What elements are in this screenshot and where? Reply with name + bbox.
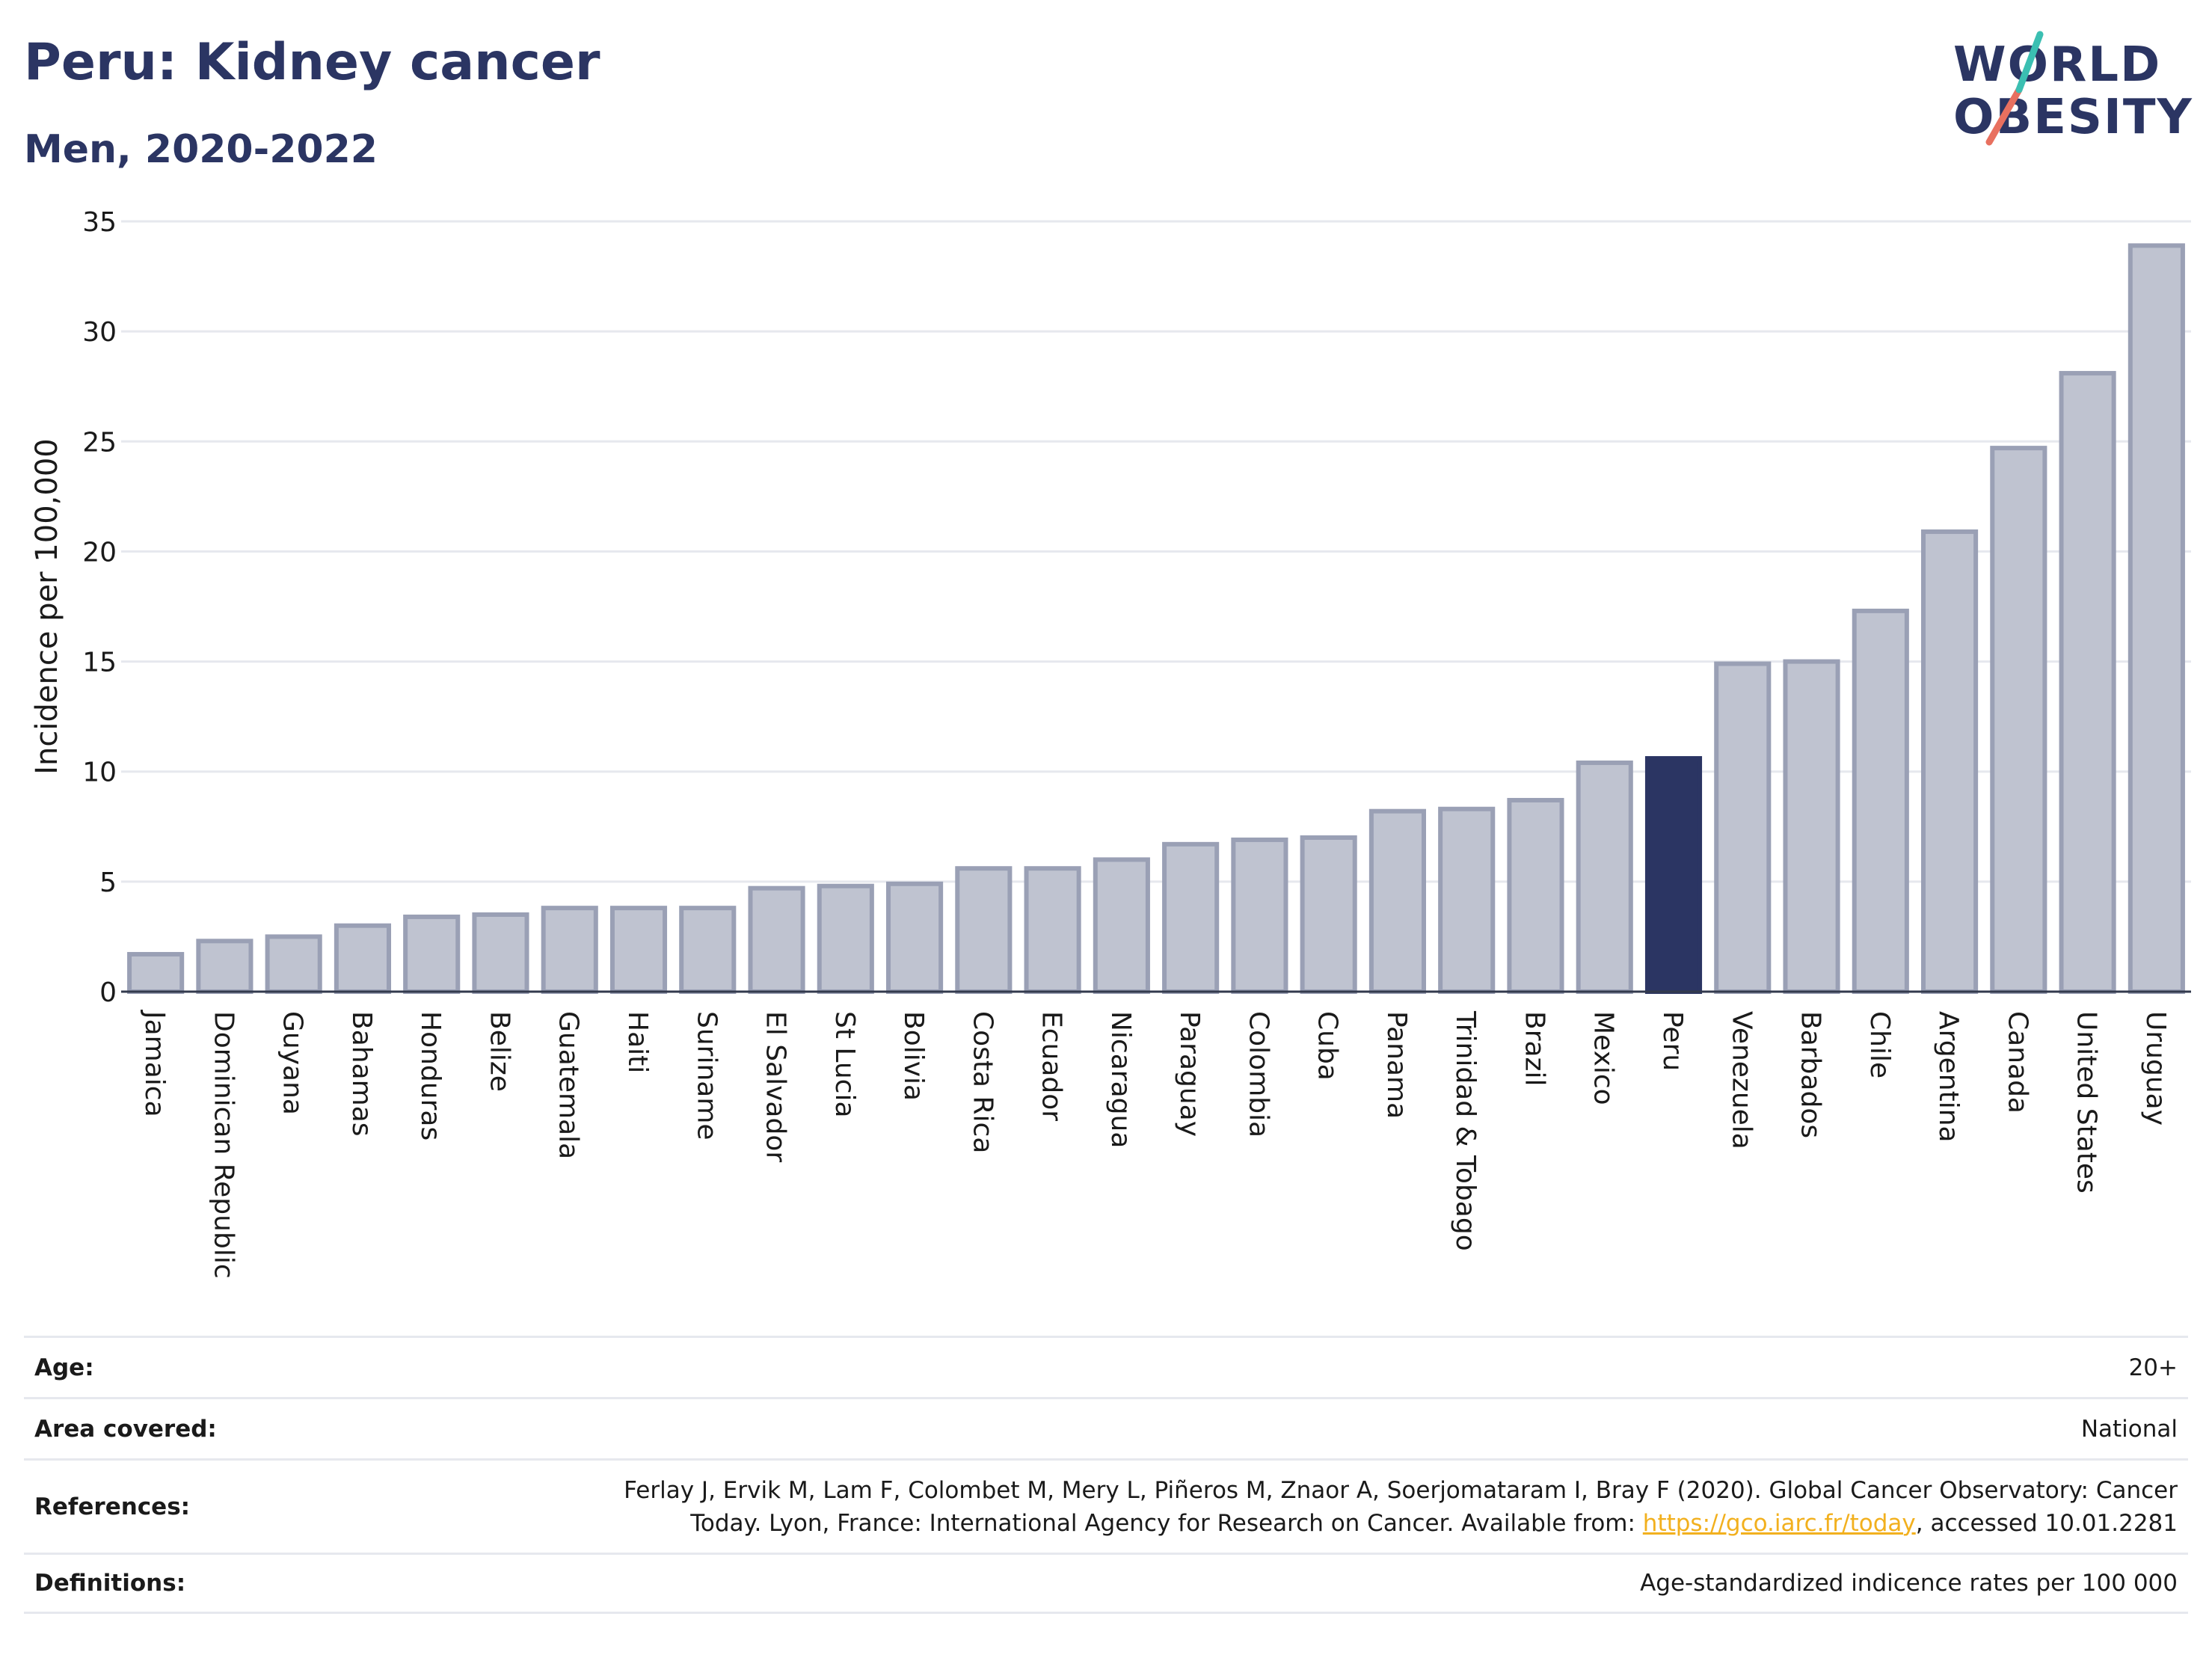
x-tick-label: Dominican Republic xyxy=(208,1011,239,1279)
bar-guatemala xyxy=(541,906,598,994)
bar-united-states xyxy=(2059,371,2116,994)
x-tick-label: Colombia xyxy=(1243,1011,1274,1137)
x-tick-label: Canada xyxy=(2002,1011,2033,1114)
references-line2: Today. Lyon, France: International Agenc… xyxy=(690,1510,2178,1537)
bar-nicaragua xyxy=(1093,857,1150,995)
bar-jamaica xyxy=(127,951,185,995)
bar-argentina xyxy=(1921,529,1979,994)
x-tick-label: Barbados xyxy=(1795,1011,1826,1138)
bar-costa-rica xyxy=(955,866,1013,994)
x-tick-label: Mexico xyxy=(1588,1011,1619,1105)
meta-age-label: Age: xyxy=(34,1354,94,1381)
x-tick-label: Honduras xyxy=(415,1011,446,1140)
logo-line1: WORLD xyxy=(1953,37,2161,93)
references-line2-text: Today. Lyon, France: International Agenc… xyxy=(690,1509,1643,1537)
references-link[interactable]: https://gco.iarc.fr/today xyxy=(1642,1509,1916,1537)
meta-row-age: Age: 20+ xyxy=(24,1336,2188,1397)
bar-barbados xyxy=(1783,659,1840,994)
x-tick-label: Guatemala xyxy=(553,1011,584,1159)
bar-panama xyxy=(1368,808,1426,994)
meta-age-value: 20+ xyxy=(2128,1354,2178,1381)
y-tick-label: 0 xyxy=(99,977,117,1008)
bar-guyana xyxy=(265,934,322,995)
y-axis-label: Incidence per 100,000 xyxy=(30,438,64,775)
references-accessed: , accessed 10.01.2281 xyxy=(1915,1509,2178,1537)
bar-cuba xyxy=(1300,835,1357,994)
x-tick-label: Paraguay xyxy=(1174,1011,1205,1137)
x-tick-label: Peru xyxy=(1657,1011,1688,1071)
x-tick-label: El Salvador xyxy=(761,1011,791,1162)
logo-slash-red xyxy=(1985,86,2023,146)
x-tick-label: Suriname xyxy=(691,1011,722,1140)
chart-title: Peru: Kidney cancer xyxy=(24,33,600,92)
x-tick-label: Venezuela xyxy=(1726,1011,1757,1149)
bar-belize xyxy=(472,912,529,994)
y-tick-label: 15 xyxy=(82,648,117,678)
x-tick-label: Guyana xyxy=(277,1011,308,1115)
x-tick-label: Haiti xyxy=(622,1011,653,1073)
bar-mexico xyxy=(1576,760,1633,994)
y-tick-label: 5 xyxy=(99,868,117,898)
bar-trinidad-tobago xyxy=(1438,806,1496,994)
y-tick-label: 25 xyxy=(82,427,117,458)
x-tick-label: Cuba xyxy=(1312,1011,1343,1081)
bars xyxy=(127,243,2185,995)
x-tick-label: St Lucia xyxy=(829,1011,860,1118)
x-tick-label: Argentina xyxy=(1933,1011,1964,1143)
bar-venezuela xyxy=(1714,661,1772,994)
x-tick-label: Uruguay xyxy=(2140,1011,2171,1126)
y-tick-label: 10 xyxy=(82,758,117,788)
y-tick-label: 35 xyxy=(82,207,117,238)
meta-row-area: Area covered: National xyxy=(24,1397,2188,1458)
bar-chart: 0 5 10 15 20 25 30 35 Jamaica Dominican Republic… xyxy=(30,207,2191,1279)
meta-area-label: Area covered: xyxy=(34,1415,217,1443)
x-tick-label: Jamaica xyxy=(139,1010,170,1117)
x-tick-label: Bolivia xyxy=(898,1011,929,1101)
bar-paraguay xyxy=(1162,841,1220,995)
bar-ecuador xyxy=(1024,866,1081,994)
x-tick-label: Belize xyxy=(484,1011,514,1092)
meta-definitions-value: Age-standardized indicence rates per 100… xyxy=(1640,1570,2178,1597)
x-tick-label: Bahamas xyxy=(346,1011,377,1137)
meta-references-value: Ferlay J, Ervik M, Lam F, Colombet M, Me… xyxy=(624,1474,2178,1540)
bar-bolivia xyxy=(886,881,944,995)
y-tick-label: 20 xyxy=(82,537,117,568)
meta-references-label: References: xyxy=(34,1493,191,1520)
x-tick-label: Trinidad & Tobago xyxy=(1450,1010,1481,1251)
bar-peru xyxy=(1644,756,1703,994)
bar-st-lucia xyxy=(817,883,874,994)
meta-row-definitions: Definitions: Age-standardized indicence … xyxy=(24,1553,2188,1614)
logo-slash-teal xyxy=(2015,31,2044,93)
meta-area-value: National xyxy=(2080,1415,2178,1443)
x-tick-label: Panama xyxy=(1381,1011,1412,1119)
metadata-table: Age: 20+ Area covered: National Referenc… xyxy=(24,1336,2188,1614)
bar-brazil xyxy=(1507,797,1564,994)
meta-row-references: References: Ferlay J, Ervik M, Lam F, Co… xyxy=(24,1458,2188,1553)
bar-suriname xyxy=(679,906,737,994)
x-axis-ticks: Jamaica Dominican Republic Guyana Bahamas Ho… xyxy=(139,1010,2171,1279)
bar-honduras xyxy=(403,914,461,995)
chart-subtitle: Men, 2020-2022 xyxy=(24,127,378,172)
x-tick-label: Brazil xyxy=(1519,1011,1549,1086)
bar-canada xyxy=(1990,446,2047,994)
world-obesity-logo: WORLD OBESITY xyxy=(1953,31,2192,146)
bar-bahamas xyxy=(334,923,391,994)
x-tick-label: United States xyxy=(2071,1011,2102,1194)
x-tick-label: Ecuador xyxy=(1036,1011,1067,1121)
bar-haiti xyxy=(609,906,668,994)
x-tick-label: Chile xyxy=(1864,1011,1895,1078)
x-tick-label: Costa Rica xyxy=(967,1011,998,1153)
y-axis-ticks: 0 5 10 15 20 25 30 35 xyxy=(82,207,117,1008)
bar-chile xyxy=(1852,608,1909,995)
bar-dominican-republic xyxy=(196,939,254,995)
y-tick-label: 30 xyxy=(82,317,117,348)
references-line1: Ferlay J, Ervik M, Lam F, Colombet M, Me… xyxy=(624,1476,2178,1504)
bar-uruguay xyxy=(2127,243,2185,995)
x-tick-label: Nicaragua xyxy=(1105,1011,1136,1148)
bar-el-salvador xyxy=(748,885,805,994)
bar-colombia xyxy=(1231,837,1288,995)
meta-definitions-label: Definitions: xyxy=(34,1570,186,1597)
